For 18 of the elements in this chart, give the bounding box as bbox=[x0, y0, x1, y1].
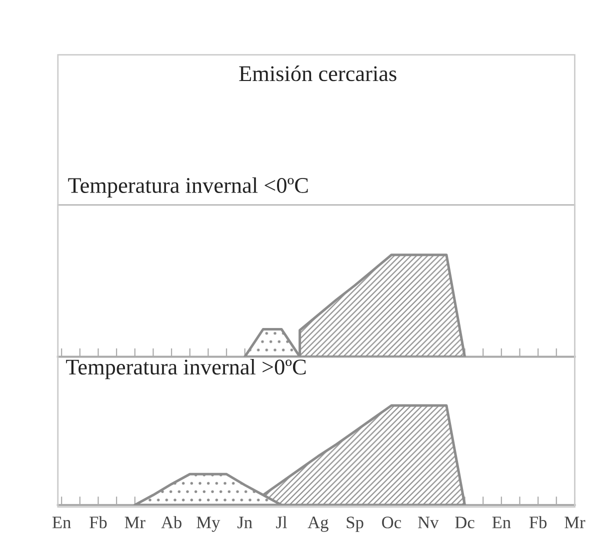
x-tick-label: Nv bbox=[418, 516, 439, 528]
x-tick-label: En bbox=[52, 516, 71, 528]
chart-title: Temperatura invernal >0ºC bbox=[66, 358, 306, 380]
x-tick-label: Mr bbox=[124, 516, 146, 528]
x-tick-label: Jn bbox=[237, 516, 252, 528]
x-tick-label: Ab bbox=[161, 516, 182, 528]
x-tick-label: Ag bbox=[308, 516, 328, 532]
x-tick-label: Mr bbox=[564, 516, 586, 528]
x-tick-label: Sp bbox=[346, 516, 364, 532]
chart-title: Emisión cercarias bbox=[239, 66, 396, 82]
chart-subtitle: Temperatura invernal <0ºC bbox=[68, 177, 308, 198]
x-tick-label: Jl bbox=[276, 516, 287, 528]
x-tick-label: Fb bbox=[529, 516, 547, 528]
x-tick-label: Oc bbox=[382, 516, 402, 528]
x-tick-label: En bbox=[492, 516, 511, 528]
x-tick-label: Dc bbox=[455, 516, 474, 528]
x-tick-label: My bbox=[196, 516, 220, 532]
x-tick-label: Fb bbox=[90, 516, 107, 528]
